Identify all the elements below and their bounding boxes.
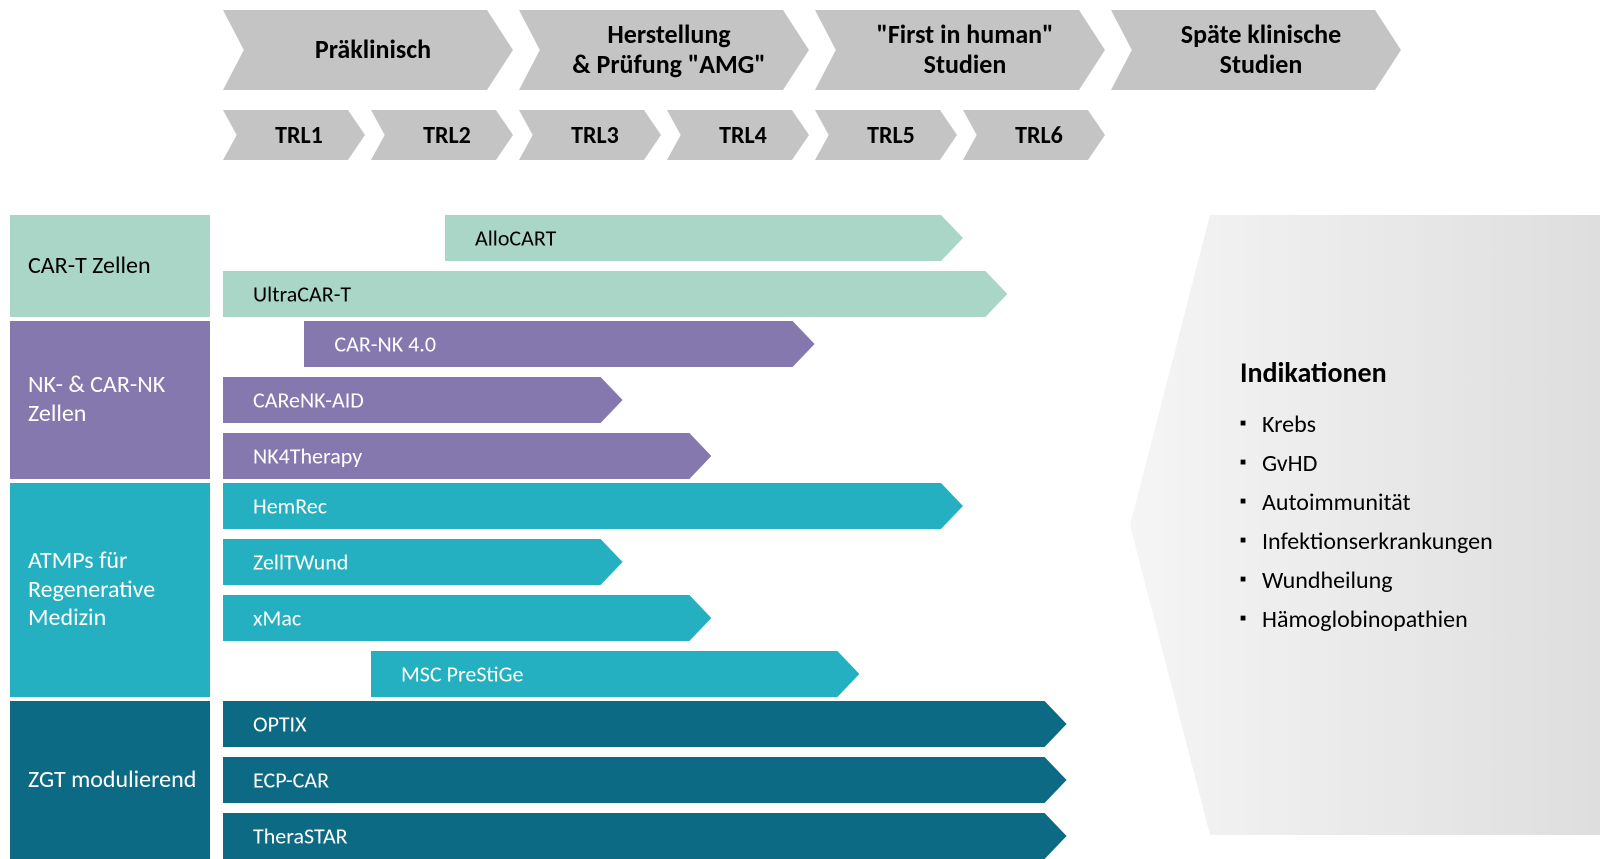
project-label: AlloCART	[475, 225, 556, 252]
project-label: xMac	[253, 605, 301, 632]
trl-label: TRL1	[223, 121, 365, 150]
indication-item: Wundheilung	[1240, 566, 1493, 595]
trl-arrow: TRL1	[223, 110, 365, 160]
phase-label: Späte klinische Studien	[1111, 20, 1401, 80]
project-label: NK4Therapy	[253, 443, 362, 470]
project-arrow: xMac	[223, 595, 711, 641]
indication-item: Krebs	[1240, 410, 1493, 439]
category-label: ZGT modulierend	[28, 766, 206, 795]
trl-arrow: TRL4	[667, 110, 809, 160]
project-label: ECP-CAR	[253, 767, 329, 794]
trl-arrow: TRL5	[815, 110, 957, 160]
project-label: CAReNK-AID	[253, 387, 364, 414]
trl-arrow: TRL3	[519, 110, 661, 160]
project-label: TheraSTAR	[253, 823, 348, 850]
project-label: ZellTWund	[253, 549, 348, 576]
project-arrow: NK4Therapy	[223, 433, 711, 479]
indication-item: Hämoglobinopathien	[1240, 605, 1493, 634]
project-arrow: CAR-NK 4.0	[304, 321, 815, 367]
trl-label: TRL6	[963, 121, 1105, 150]
indications-list: Krebs GvHD Autoimmunität Infektionserkranku…	[1240, 410, 1493, 634]
trl-arrow: TRL2	[371, 110, 513, 160]
phase-label: Herstellung & Prüfung "AMG"	[519, 20, 809, 80]
project-label: CAR-NK 4.0	[334, 331, 436, 358]
phase-arrow: Späte klinische Studien	[1111, 10, 1401, 90]
indication-item: GvHD	[1240, 449, 1493, 478]
phase-arrow: Präklinisch	[223, 10, 513, 90]
indications-title: Indikationen	[1240, 355, 1493, 390]
project-label: HemRec	[253, 493, 327, 520]
category-label: NK- & CAR-NK Zellen	[28, 371, 210, 429]
trl-label: TRL3	[519, 121, 661, 150]
project-arrow: ECP-CAR	[223, 757, 1067, 803]
project-arrow: AlloCART	[445, 215, 963, 261]
trl-label: TRL5	[815, 121, 957, 150]
project-arrow: CAReNK-AID	[223, 377, 623, 423]
phase-label: "First in human" Studien	[815, 20, 1105, 80]
category-label: CAR-T Zellen	[28, 252, 161, 281]
project-arrow: TheraSTAR	[223, 813, 1067, 859]
category-box-nk: NK- & CAR-NK Zellen	[10, 321, 210, 479]
trl-label: TRL4	[667, 121, 809, 150]
project-arrow: HemRec	[223, 483, 963, 529]
category-box-car-t: CAR-T Zellen	[10, 215, 210, 317]
project-arrow: UltraCAR-T	[223, 271, 1007, 317]
project-arrow: OPTIX	[223, 701, 1067, 747]
indication-item: Autoimmunität	[1240, 488, 1493, 517]
trl-arrow: TRL6	[963, 110, 1105, 160]
indication-item: Infektionserkrankungen	[1240, 527, 1493, 556]
project-label: UltraCAR-T	[253, 281, 351, 308]
phase-arrow: "First in human" Studien	[815, 10, 1105, 90]
category-box-atmp: ATMPs für Regenerative Medizin	[10, 483, 210, 697]
phase-label: Präklinisch	[223, 35, 513, 65]
category-box-zgt: ZGT modulierend	[10, 701, 210, 859]
phase-arrow: Herstellung & Prüfung "AMG"	[519, 10, 809, 90]
roadmap-container: PräklinischHerstellung & Prüfung "AMG""F…	[0, 0, 1615, 848]
project-arrow: ZellTWund	[223, 539, 623, 585]
indications-panel: Indikationen Krebs GvHD Autoimmunität Infek…	[1130, 215, 1600, 835]
project-arrow: MSC PreStiGe	[371, 651, 859, 697]
category-label: ATMPs für Regenerative Medizin	[28, 547, 210, 633]
project-label: OPTIX	[253, 711, 307, 738]
trl-label: TRL2	[371, 121, 513, 150]
project-label: MSC PreStiGe	[401, 661, 524, 688]
